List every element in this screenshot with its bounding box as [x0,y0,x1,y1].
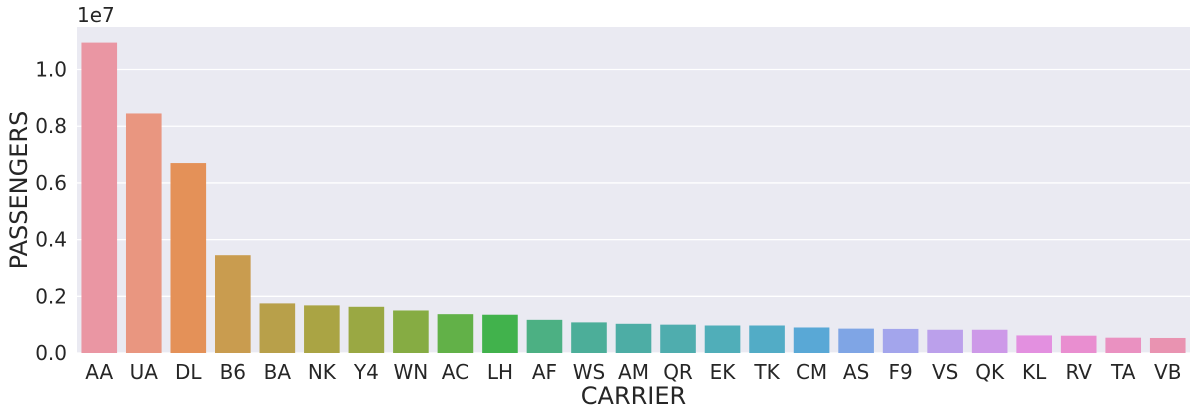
bar-rv [1060,335,1097,353]
y-axis-multiplier: 1e7 [77,3,115,27]
x-tick-label: NK [308,360,337,384]
bar-wn [393,310,429,353]
y-tick-label: 0.2 [35,284,67,308]
y-tick-labels: 0.0 0.2 0.4 0.6 0.8 1.0 [35,58,67,365]
x-tick-label: AF [532,360,557,384]
x-tick-label: B6 [220,360,246,384]
bar-vs [927,329,963,353]
x-tick-label: AM [618,360,649,384]
y-tick-label: 0.0 [35,341,67,365]
bar-lh [482,314,518,353]
x-tick-label: BA [264,360,292,384]
bar-af [526,319,563,353]
bar-am [615,323,652,353]
x-tick-label: AA [85,360,113,384]
x-tick-label: VB [1154,360,1181,384]
x-tick-labels: AA UA DL B6 BA NK Y4 WN AC LH AF WS AM QR EK TK CM AS F9 VS… [85,360,1181,384]
bar-tk [749,325,785,353]
y-tick-label: 0.6 [35,171,67,195]
x-tick-label: QR [663,360,693,384]
x-tick-label: VS [932,360,958,384]
x-tick-label: F9 [889,360,913,384]
x-tick-label: WS [573,360,605,384]
plot-background [77,27,1190,353]
bar-ek [704,325,741,353]
bar-ba [259,303,296,353]
bar-qr [660,324,696,353]
x-tick-label: WN [394,360,429,384]
bar-cm [793,327,830,353]
x-axis-label: CARRIER [581,382,686,410]
x-tick-label: DL [175,360,202,384]
x-tick-label: EK [710,360,737,384]
y-tick-label: 0.4 [35,228,67,252]
x-tick-label: UA [130,360,159,384]
x-tick-label: LH [487,360,513,384]
bar-nk [304,305,340,353]
bar-ta [1105,337,1142,353]
x-tick-label: KL [1022,360,1047,384]
x-tick-label: AC [442,360,469,384]
bar-y4 [348,306,385,353]
x-tick-label: AS [843,360,869,384]
bar-kl [1016,335,1052,353]
x-tick-label: TK [753,360,780,384]
x-tick-label: CM [796,360,827,384]
bar-aa [81,42,118,353]
x-tick-label: RV [1065,360,1092,384]
y-tick-label: 0.8 [35,114,67,138]
bar-ac [437,314,474,353]
bar-ua [125,113,162,353]
x-tick-label: Y4 [353,360,379,384]
bar-b6 [215,255,251,353]
bar-as [838,328,874,353]
y-axis-label: PASSENGERS [5,111,33,270]
x-tick-label: TA [1110,360,1136,384]
bar-ws [571,322,607,353]
x-tick-label: QK [975,360,1005,384]
bar-vb [1149,337,1186,353]
bars [81,42,1186,353]
y-tick-label: 1.0 [35,58,67,82]
bar-qk [971,329,1008,353]
bar-f9 [882,328,919,353]
bar-dl [170,163,207,353]
